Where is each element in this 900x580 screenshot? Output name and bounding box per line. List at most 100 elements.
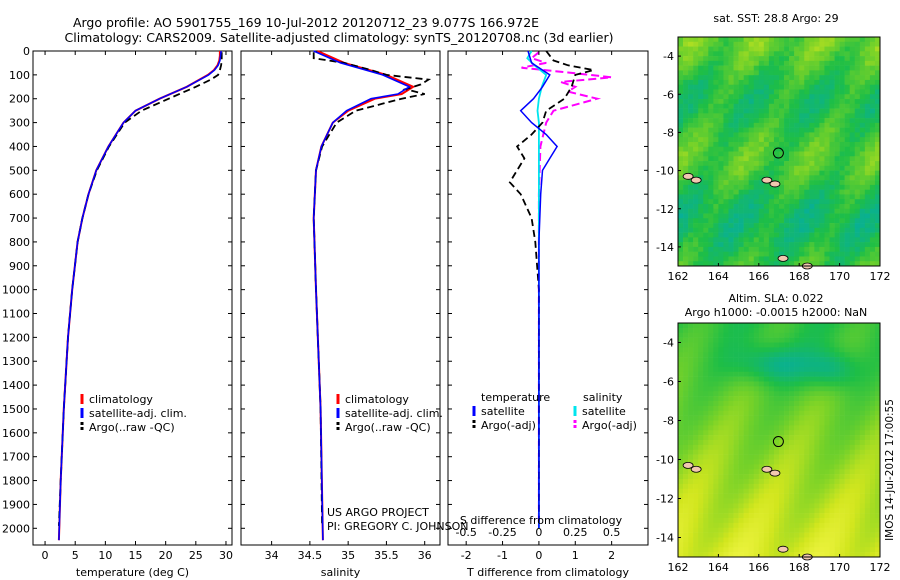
map-cell (844, 242, 850, 248)
map-cell (809, 459, 815, 465)
map-cell (703, 435, 709, 441)
map-cell (753, 493, 760, 499)
map-cell (834, 386, 840, 392)
map-cell (678, 99, 684, 105)
map-cell (804, 386, 810, 392)
map-cell (864, 547, 871, 553)
map-cell (854, 376, 861, 382)
map-cell (703, 381, 709, 387)
map-cell (728, 527, 734, 533)
map-cell (789, 498, 795, 504)
map-cell (723, 232, 729, 238)
map-cell (773, 474, 780, 480)
map-cell (854, 132, 861, 138)
map-cell (748, 362, 755, 368)
map-cell (819, 435, 825, 441)
map-cell (824, 342, 830, 348)
map-cell (763, 113, 770, 119)
map-cell (743, 513, 749, 519)
map-cell (738, 332, 744, 338)
map-cell (723, 203, 729, 210)
map-cell (809, 420, 815, 426)
map-cell (693, 547, 699, 553)
map-cell (733, 75, 739, 81)
map-cell (748, 208, 755, 214)
map-cell (834, 332, 840, 338)
map-cell (728, 180, 734, 186)
map-cell (698, 141, 704, 148)
map-cell (728, 199, 734, 205)
map-cell (718, 479, 724, 485)
map-cell (849, 256, 856, 262)
map-cell (703, 401, 709, 407)
map-cell (713, 386, 719, 392)
map-cell (809, 342, 815, 348)
map-cell (819, 391, 825, 397)
map-cell (768, 218, 775, 224)
map-cell (839, 552, 845, 558)
map-cell (859, 332, 866, 338)
map-cell (728, 161, 734, 167)
map-cell (864, 405, 871, 412)
map-cell (789, 203, 795, 210)
map-cell (753, 218, 760, 224)
map-cell (758, 430, 765, 436)
map-cell (773, 410, 780, 416)
map-cell (738, 542, 744, 548)
map-cell (743, 60, 749, 66)
map-cell (829, 479, 835, 485)
map-cell (839, 60, 845, 66)
map-cell (743, 347, 749, 353)
map-cell (718, 518, 724, 524)
map-cell (869, 180, 876, 186)
map-cell (753, 65, 760, 71)
map-cell (834, 261, 840, 267)
map-cell (794, 203, 800, 210)
map-cell (789, 483, 795, 490)
map-cell (703, 65, 709, 71)
map-cell (708, 547, 714, 553)
map-cell (728, 352, 734, 358)
temperature-axis-label: temperature (deg C) (76, 566, 189, 579)
map-cell (708, 146, 714, 152)
map-cell (824, 194, 830, 200)
map-cell (743, 327, 749, 334)
map-cell (829, 488, 835, 494)
map-cell (779, 122, 785, 128)
map-cell (763, 552, 770, 558)
map-cell (784, 194, 790, 200)
map-cell (814, 327, 820, 334)
map-cell (763, 401, 770, 407)
map-cell (794, 537, 800, 543)
map-cell (683, 430, 689, 436)
map-cell (703, 347, 709, 353)
map-cell (678, 170, 684, 176)
map-cell (844, 483, 850, 490)
map-cell (753, 513, 760, 519)
map-cell (849, 464, 856, 470)
map-cell (743, 103, 749, 109)
map-cell (834, 175, 840, 181)
map-cell (794, 479, 800, 485)
map-cell (809, 60, 815, 66)
map-cell (698, 376, 704, 382)
map-cell (789, 430, 795, 436)
map-cell (698, 251, 704, 257)
map-cell (678, 132, 684, 138)
map-cell (708, 454, 714, 460)
map-cell (728, 420, 734, 426)
map-cell (834, 342, 840, 348)
map-cell (859, 396, 866, 402)
map-cell (814, 94, 820, 100)
map-cell (733, 113, 739, 119)
map-cell (758, 237, 765, 243)
map-cell (809, 479, 815, 485)
map-cell (854, 180, 861, 186)
map-cell (693, 440, 699, 446)
map-cell (743, 518, 749, 524)
map-cell (794, 60, 800, 66)
map-cell (779, 103, 785, 109)
map-cell (678, 242, 684, 248)
map-cell (763, 357, 770, 363)
map-cell (718, 65, 724, 71)
